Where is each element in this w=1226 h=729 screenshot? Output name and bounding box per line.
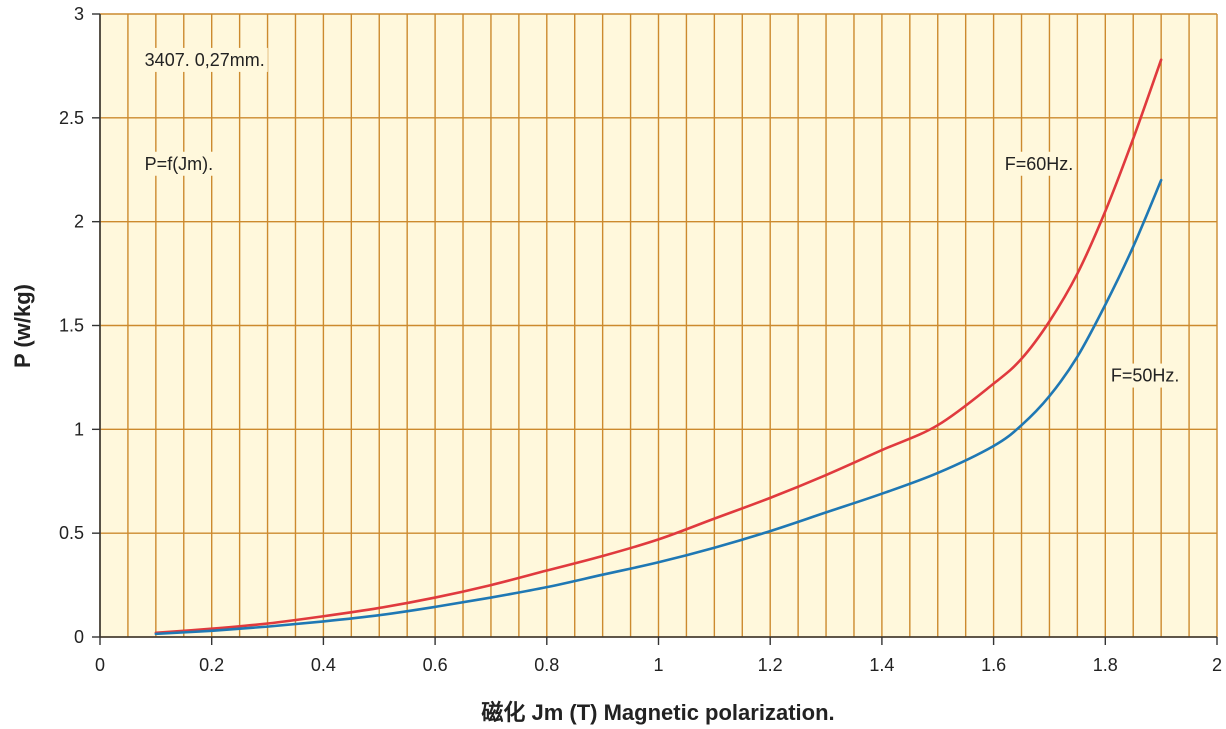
annotation-background — [141, 47, 268, 72]
grid — [92, 13, 1218, 645]
x-tick-label: 0.2 — [199, 655, 224, 675]
series-line-f-50hz — [154, 178, 1163, 636]
x-axis-title: 磁化 Jm (T) Magnetic polarization. — [481, 700, 834, 725]
x-tick-label: 1.6 — [981, 655, 1006, 675]
y-tick-label: 1 — [74, 419, 84, 439]
x-tick-label: 1.4 — [869, 655, 894, 675]
y-tick-label: 1.5 — [59, 316, 84, 336]
annotation-background — [141, 151, 217, 176]
annotation-label: 3407. 0,27mm. — [145, 50, 265, 70]
y-tick-label: 3 — [74, 4, 84, 24]
x-tick-label: 1 — [653, 655, 663, 675]
annotation-label: F=50Hz. — [1111, 366, 1180, 386]
series-line-f-60hz — [154, 58, 1163, 635]
annotation-background — [1001, 151, 1077, 176]
annotation-background — [1107, 363, 1183, 388]
x-tick-label: 1.8 — [1093, 655, 1118, 675]
x-tick-label: 0.6 — [423, 655, 448, 675]
annotations: 3407. 0,27mm. P=f(Jm). F=60Hz. F=50Hz. — [141, 47, 1183, 388]
annotation-label: P=f(Jm). — [145, 154, 214, 174]
x-tick-label: 0 — [95, 655, 105, 675]
y-tick-label: 0.5 — [59, 523, 84, 543]
y-tick-label: 2.5 — [59, 108, 84, 128]
x-tick-label: 2 — [1212, 655, 1222, 675]
y-tick-label: 0 — [74, 627, 84, 647]
tick-labels: 0 0.2 0.4 0.6 0.8 1 1.2 1.4 1.6 1.8 2 0 0.5 1 1.5 2 2.5 3 — [59, 4, 1222, 675]
series-layer — [154, 58, 1163, 636]
x-tick-label: 1.2 — [758, 655, 783, 675]
annotation-label: F=60Hz. — [1005, 154, 1074, 174]
y-tick-label: 2 — [74, 212, 84, 232]
y-axis-title: P (w/kg) — [10, 284, 35, 368]
x-tick-label: 0.4 — [311, 655, 336, 675]
x-tick-label: 0.8 — [534, 655, 559, 675]
